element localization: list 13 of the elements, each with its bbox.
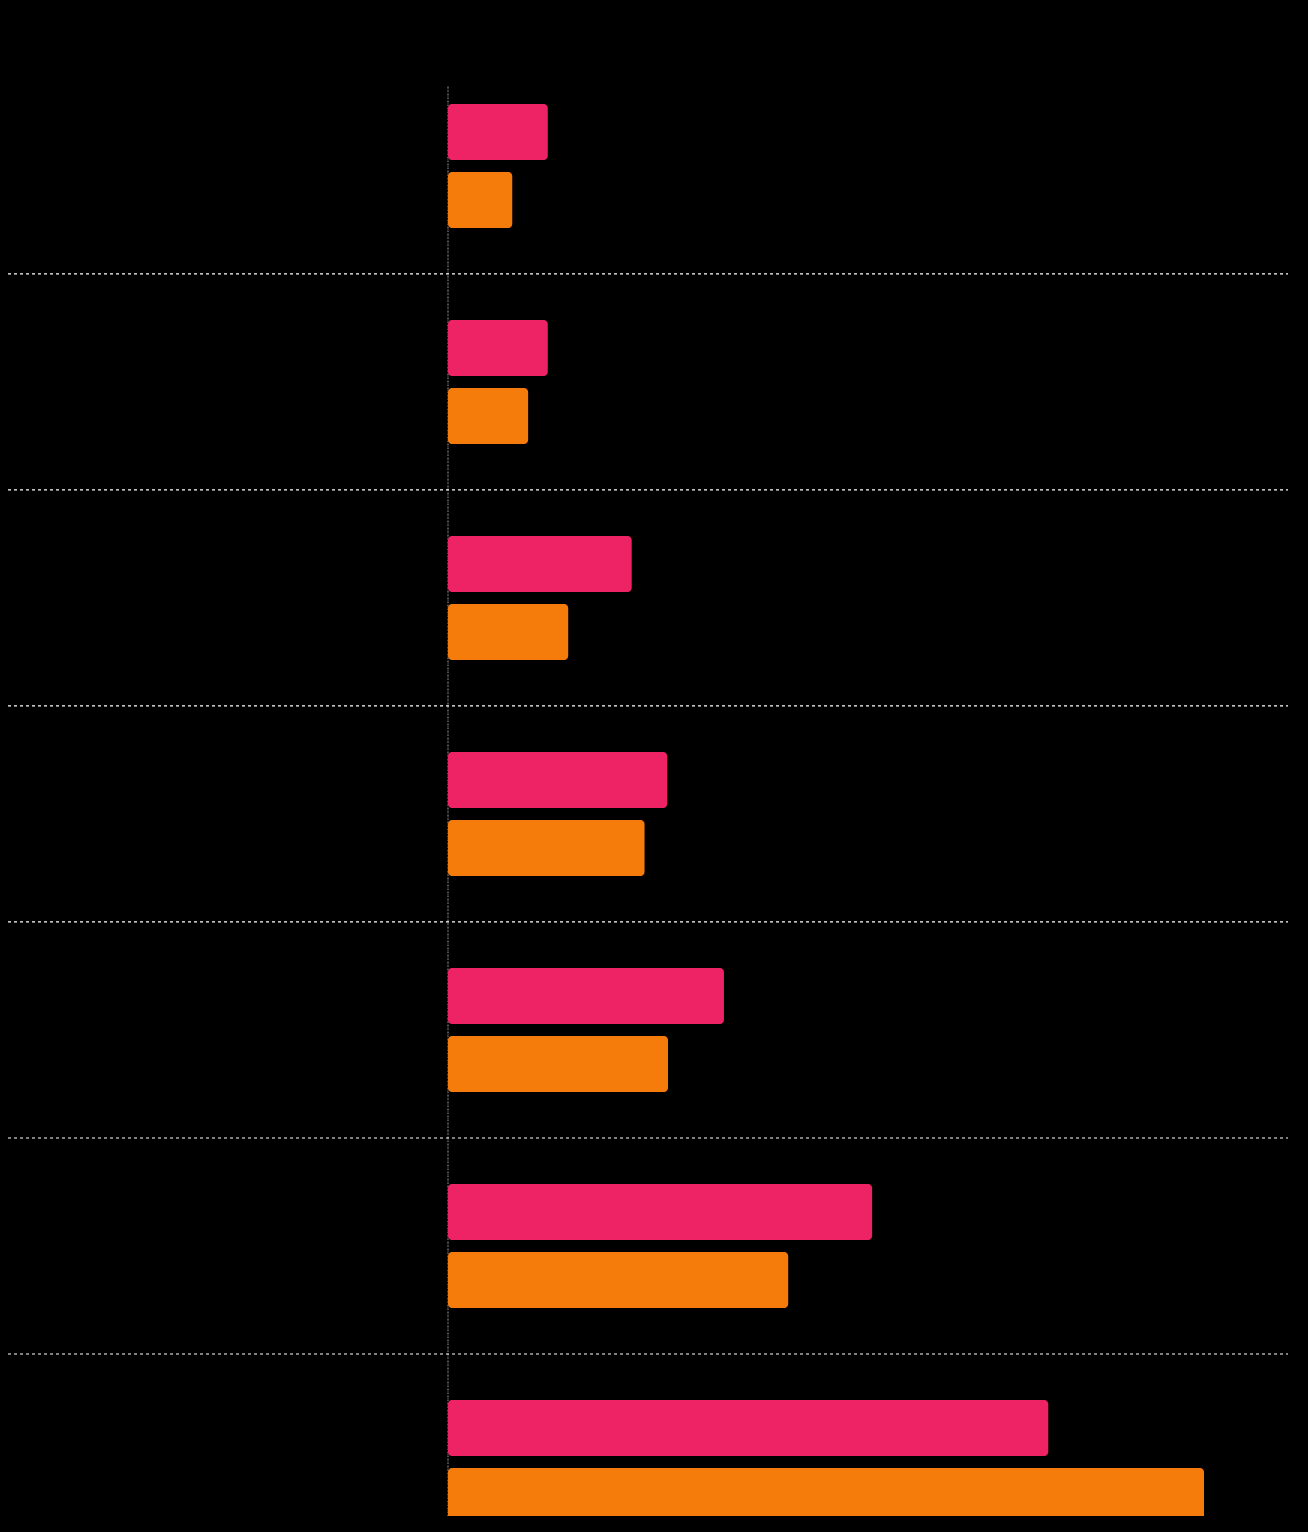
bar [448, 171, 513, 228]
bar [448, 967, 724, 1024]
bar [448, 751, 668, 808]
bar [448, 1400, 1049, 1457]
bar [448, 1251, 789, 1308]
bar [448, 1035, 668, 1092]
bar [448, 103, 548, 160]
bar [448, 603, 569, 660]
bar [448, 1183, 873, 1240]
bar [448, 535, 632, 592]
bar [448, 319, 548, 376]
bar [448, 387, 529, 444]
bar [448, 819, 645, 876]
